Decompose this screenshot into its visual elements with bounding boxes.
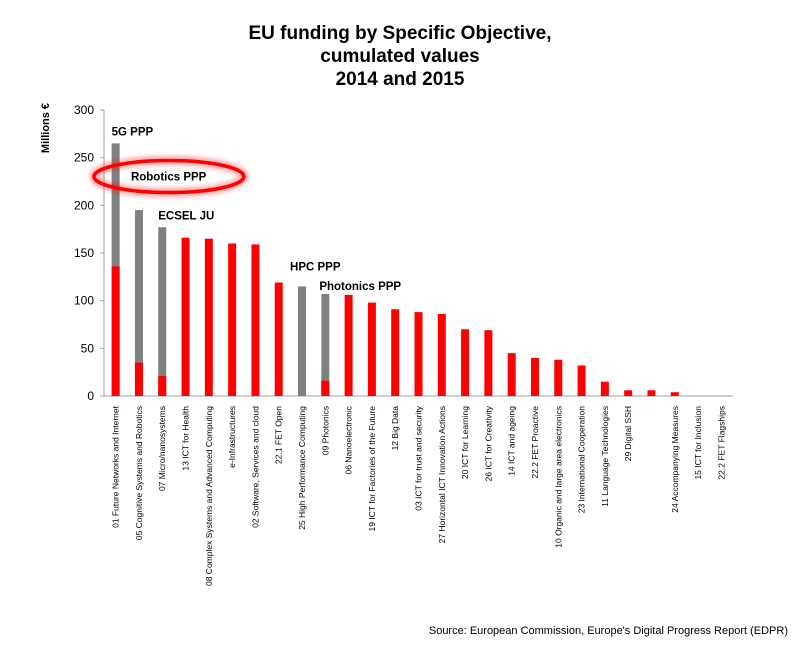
bar-ppp-total bbox=[321, 293, 330, 396]
chart-title-line: cumulated values bbox=[320, 46, 480, 67]
category-label: 01 Future Networks and Internet bbox=[111, 405, 121, 528]
bar-objective-funding bbox=[461, 329, 470, 396]
category-label: 06 Nanoelectronic bbox=[344, 405, 354, 474]
bar-objective-funding bbox=[530, 357, 539, 396]
annotation-label: Photonics PPP bbox=[319, 281, 401, 293]
bar-ppp-total bbox=[134, 210, 143, 396]
annotation-label: ECSEL JU bbox=[158, 210, 214, 222]
category-label: 05 Cognitive Systems and Robotics bbox=[134, 406, 144, 540]
chart-title-line: 2014 and 2015 bbox=[335, 69, 465, 90]
category-label: 15 ICT for Inclusion bbox=[693, 406, 703, 480]
bar-objective-funding bbox=[344, 294, 353, 396]
bar-objective-funding bbox=[624, 390, 633, 396]
bar-objective-funding bbox=[600, 381, 609, 396]
category-label: 22.1 FET Open bbox=[274, 406, 284, 464]
chart-title-line: EU funding by Specific Objective, bbox=[248, 23, 552, 44]
y-axis-label: Millions € bbox=[40, 103, 52, 153]
bar-objective-funding bbox=[484, 330, 493, 396]
bar-ppp-total bbox=[158, 227, 167, 396]
category-label: 22.2 FET Flagships bbox=[716, 406, 726, 480]
annotation-label: HPC PPP bbox=[290, 261, 341, 273]
category-label: e-Infrastructures bbox=[227, 406, 237, 468]
bar-ppp-total bbox=[298, 286, 307, 396]
category-label: 13 ICT for Health bbox=[181, 406, 191, 471]
bar-objective-funding bbox=[414, 312, 423, 396]
category-label: 27 Horizontal ICT Innovation Actions bbox=[437, 406, 447, 543]
bar-objective-funding bbox=[228, 243, 237, 396]
category-label: 19 ICT for Factories of the Future bbox=[367, 406, 377, 532]
bar-objective-funding bbox=[507, 353, 516, 396]
bar-objective-funding bbox=[367, 302, 376, 396]
category-label: 10 Organic and large area electronics bbox=[553, 406, 563, 548]
y-tick-label: 100 bbox=[74, 294, 94, 308]
category-label: 26 ICT for Creativity bbox=[483, 405, 493, 481]
y-tick-label: 200 bbox=[74, 198, 94, 212]
bar-objective-funding bbox=[391, 309, 400, 396]
bar-objective-funding bbox=[181, 237, 190, 396]
bar-objective-funding bbox=[274, 282, 283, 396]
y-tick-label: 50 bbox=[81, 341, 95, 355]
bar-objective-funding bbox=[158, 375, 167, 396]
source-note: Source: European Commission, Europe's Di… bbox=[428, 625, 788, 637]
category-label: 12 Big Data bbox=[390, 406, 400, 451]
category-label: 24 Accompanying Measures bbox=[670, 406, 680, 513]
y-tick-label: 0 bbox=[87, 389, 94, 403]
category-label: 11 Language Technologies bbox=[600, 406, 610, 507]
y-tick-label: 250 bbox=[74, 151, 94, 165]
category-label: 03 ICT for trust and security bbox=[414, 405, 424, 510]
category-label: 22.2 FET Proactive bbox=[530, 406, 540, 479]
chart-title: EU funding by Specific Objective, cumula… bbox=[0, 22, 800, 91]
category-label: 14 ICT and ageing bbox=[507, 406, 517, 476]
category-label: 08 Complex Systems and Advanced Computin… bbox=[204, 406, 214, 586]
bar-objective-funding bbox=[134, 362, 143, 396]
bar-objective-funding bbox=[554, 359, 563, 396]
bar-objective-funding bbox=[321, 380, 330, 396]
highlight-ellipse bbox=[92, 158, 246, 195]
bar-objective-funding bbox=[577, 365, 586, 396]
category-label: 07 Micro/nanosystems bbox=[157, 406, 167, 491]
annotation-label: 5G PPP bbox=[112, 126, 154, 138]
y-tick-label: 300 bbox=[74, 103, 94, 117]
y-tick-label: 150 bbox=[74, 246, 94, 260]
bar-objective-funding bbox=[437, 314, 446, 396]
category-label: 23 International Cooperation bbox=[577, 406, 587, 514]
annotation-label: Robotics PPP bbox=[131, 172, 207, 184]
category-label: 20 ICT for Learning bbox=[460, 406, 470, 479]
category-label: 02 Software, Services and cloud bbox=[250, 406, 260, 528]
category-label: 29 Digital SSH bbox=[623, 406, 633, 461]
bar-objective-funding bbox=[204, 238, 213, 396]
bar-objective-funding bbox=[647, 390, 656, 396]
bar-objective-funding bbox=[111, 266, 120, 396]
category-label: 25 High Performance Computing bbox=[297, 406, 307, 530]
bar-objective-funding bbox=[670, 392, 679, 396]
bar-objective-funding bbox=[251, 244, 260, 396]
category-label: 09 Photonics bbox=[320, 406, 330, 455]
